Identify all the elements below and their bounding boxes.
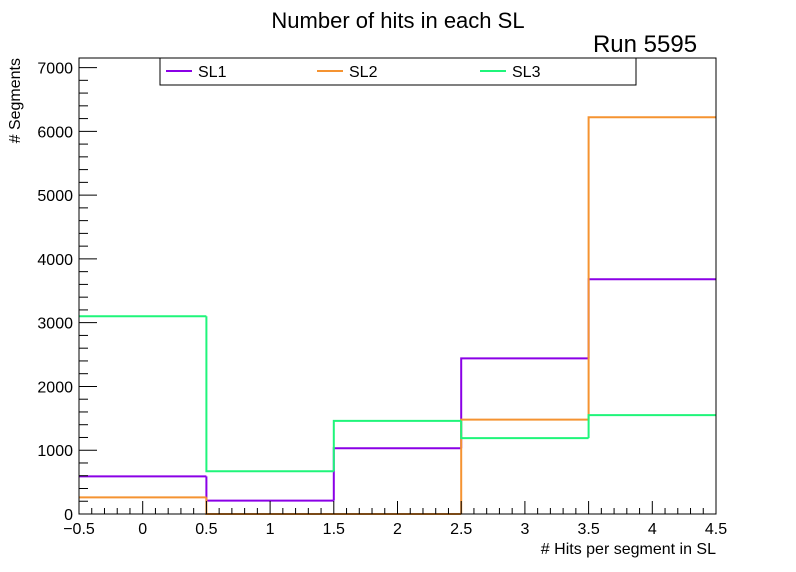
y-tick-label: 4000 xyxy=(37,252,73,269)
x-tick-label: 1.5 xyxy=(323,521,345,538)
x-axis-label: # Hits per segment in SL xyxy=(541,541,716,558)
bin-sl1-4 xyxy=(460,357,589,449)
x-tick-label: 0.5 xyxy=(195,521,217,538)
bin-sl3-2 xyxy=(205,316,334,473)
x-tick-label: 4 xyxy=(648,521,657,538)
y-axis-label: # Segments xyxy=(7,58,24,143)
x-tick-label: 0 xyxy=(138,521,147,538)
series-sl3 xyxy=(79,315,716,473)
y-tick-label: 2000 xyxy=(37,379,73,396)
bin-sl3-5 xyxy=(587,414,716,439)
x-tick-label: 4.5 xyxy=(705,521,727,538)
y-tick-label: 6000 xyxy=(37,124,73,141)
chart-title: Number of hits in each SL xyxy=(271,8,524,33)
x-tick-label: 3.5 xyxy=(577,521,599,538)
x-tick-label: 2 xyxy=(393,521,402,538)
legend-box xyxy=(159,57,637,86)
y-tick-label: 0 xyxy=(64,507,73,524)
x-tick-label: 1 xyxy=(266,521,275,538)
legend-label-sl1: SL1 xyxy=(198,64,227,81)
legend-label-sl3: SL3 xyxy=(512,64,541,81)
y-tick-label: 5000 xyxy=(37,188,73,205)
x-tick-label: −0.5 xyxy=(63,521,95,538)
x-tick-label: 2.5 xyxy=(450,521,472,538)
x-tick-label: 3 xyxy=(520,521,529,538)
y-tick-label: 7000 xyxy=(37,61,73,78)
bin-sl3-3 xyxy=(332,419,462,472)
series-sl1 xyxy=(79,278,716,502)
y-tick-label: 1000 xyxy=(37,443,73,460)
legend-label-sl2: SL2 xyxy=(349,64,378,81)
bin-sl2-4 xyxy=(460,418,589,514)
legend: SL1 SL2 SL3 xyxy=(159,57,637,86)
run-label: Run 5595 xyxy=(593,31,697,58)
bin-sl1-5 xyxy=(587,278,716,359)
y-tick-label: 3000 xyxy=(37,316,73,333)
bin-sl1-2 xyxy=(205,476,334,502)
bin-sl3-4 xyxy=(460,420,589,440)
plot-frame xyxy=(78,57,717,515)
bin-sl1-3 xyxy=(332,447,462,501)
bin-sl2-5 xyxy=(587,116,716,420)
